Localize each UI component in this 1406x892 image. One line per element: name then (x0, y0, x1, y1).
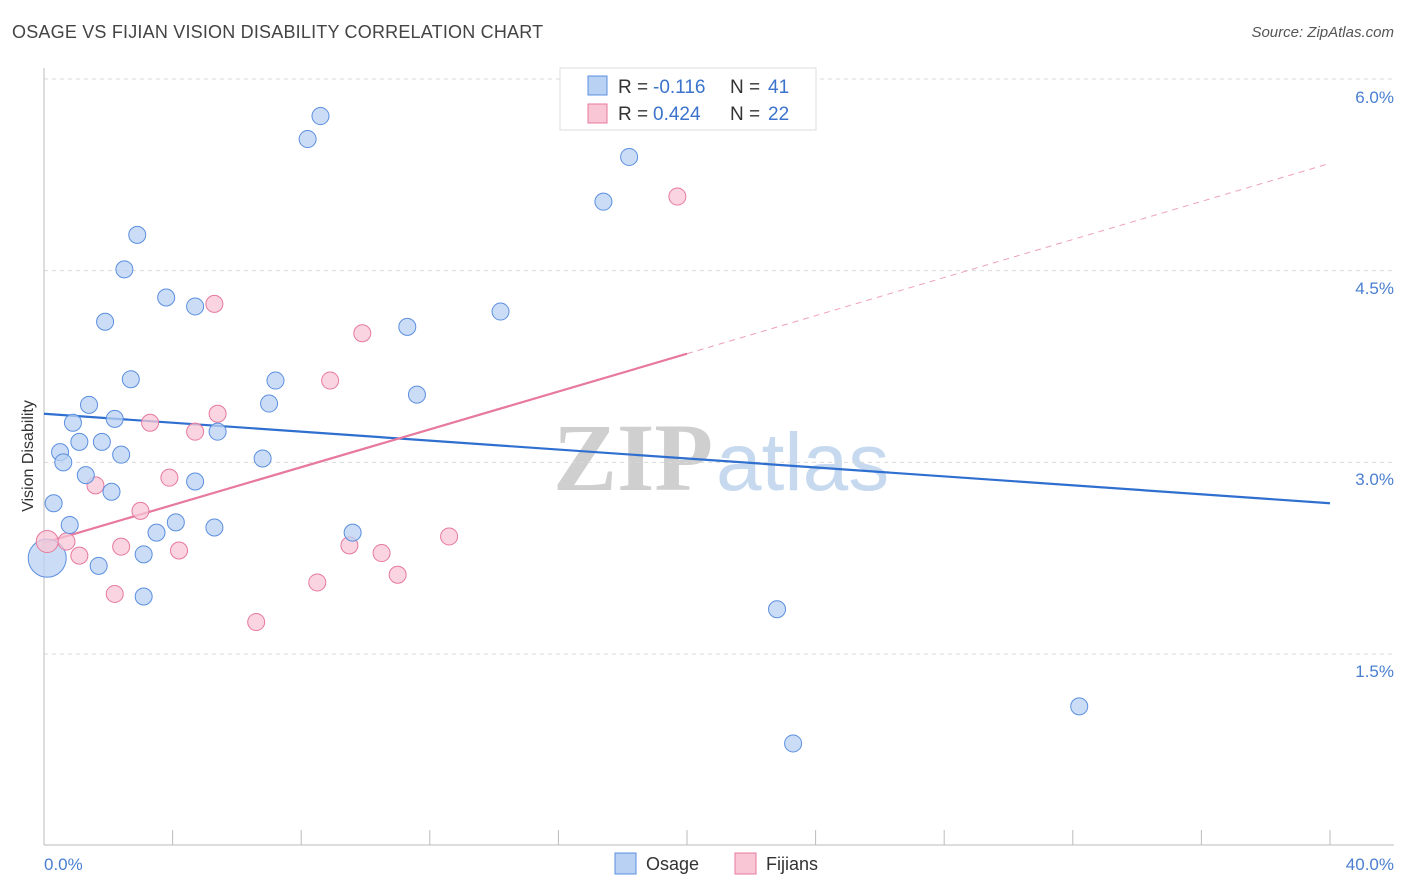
fijians-point (308, 573, 327, 592)
osage-n-value: 41 (768, 77, 789, 98)
fijians-point (353, 324, 372, 343)
fijians-point (105, 584, 124, 603)
osage-point (407, 385, 426, 404)
osage-point (620, 147, 639, 166)
osage-point (102, 482, 121, 501)
fijians-point (170, 541, 189, 560)
x-ticks (43, 830, 1331, 845)
osage-legend-swatch (587, 75, 608, 96)
stats-legend: R = -0.116 N = 41 R = 0.424 N = 22 (559, 67, 817, 131)
osage-point (166, 513, 185, 532)
osage-point (115, 260, 134, 279)
osage-point (343, 523, 362, 542)
osage-point (311, 107, 330, 126)
osage-series-swatch (614, 852, 637, 875)
osage-point (112, 445, 131, 464)
osage-point (260, 394, 279, 413)
fijians-trend-extension (686, 162, 1331, 355)
fijians-point (131, 501, 150, 520)
osage-point (96, 312, 115, 331)
osage-r-value: -0.116 (653, 77, 705, 98)
fijians-point (388, 565, 407, 584)
osage-point (54, 453, 73, 472)
fijians-point (160, 468, 179, 487)
fijians-point (205, 294, 224, 313)
fijians-point (70, 546, 89, 565)
fijians-point (57, 532, 76, 551)
y-tick-label-1.5: 1.5% (1355, 662, 1394, 681)
osage-point (491, 302, 510, 321)
source-label: Source: ZipAtlas.com (1251, 24, 1394, 41)
osage-point (186, 297, 205, 316)
osage-point (92, 432, 111, 451)
x-tick-label-max: 40.0% (1346, 855, 1394, 874)
osage-point (134, 545, 153, 564)
osage-point (70, 432, 89, 451)
fijians-point (321, 371, 340, 390)
osage-series-label: Osage (646, 854, 699, 874)
fijians-series-swatch (734, 852, 757, 875)
osage-point (76, 466, 95, 485)
y-tick-label-6.0: 6.0% (1355, 88, 1394, 107)
fijians-point (208, 404, 227, 423)
osage-point (253, 449, 272, 468)
osage-trend-line (43, 412, 1331, 505)
osage-point (594, 192, 613, 211)
fijians-r-value: 0.424 (653, 104, 701, 125)
osage-point (80, 395, 99, 414)
trend-lines (43, 162, 1331, 544)
fijians-point-large (35, 530, 59, 554)
fijians-point (247, 613, 266, 632)
fijians-point (112, 537, 131, 556)
data-points (27, 107, 1089, 753)
osage-n-label: N = (730, 77, 765, 98)
fijians-n-label: N = (730, 104, 765, 125)
osage-point (121, 370, 140, 389)
osage-point (1070, 697, 1089, 716)
osage-point (60, 515, 79, 534)
osage-point (44, 494, 63, 513)
fijians-r-label: R = (618, 104, 653, 125)
osage-point (128, 225, 147, 244)
osage-point (266, 371, 285, 390)
fijians-n-value: 22 (768, 104, 789, 125)
osage-r-label: R = (618, 77, 653, 98)
osage-point (63, 413, 82, 432)
osage-point (298, 130, 317, 149)
grid-lines (44, 78, 1394, 655)
series-legend: Osage Fijians (614, 852, 818, 875)
fijians-point (372, 544, 391, 563)
x-tick-label-min: 0.0% (44, 855, 83, 874)
osage-point (89, 556, 108, 575)
osage-point (205, 518, 224, 537)
osage-point (768, 600, 787, 619)
osage-point (186, 472, 205, 491)
osage-point (208, 422, 227, 441)
fijians-legend-swatch (587, 103, 608, 124)
osage-point (134, 587, 153, 606)
fijians-point (141, 413, 160, 432)
fijians-point (186, 422, 205, 441)
osage-point (147, 523, 166, 542)
y-tick-label-3.0: 3.0% (1355, 470, 1394, 489)
y-tick-label-4.5: 4.5% (1355, 279, 1394, 298)
osage-point (105, 409, 124, 428)
osage-point (157, 288, 176, 307)
chart-title: OSAGE VS FIJIAN VISION DISABILITY CORREL… (12, 22, 544, 42)
fijians-series-label: Fijians (766, 854, 818, 874)
osage-point (398, 317, 417, 336)
fijians-point (668, 187, 687, 206)
axes (43, 68, 1394, 846)
y-tick-labels: 1.5% 3.0% 4.5% 6.0% (1355, 88, 1394, 681)
osage-point (784, 734, 803, 753)
y-axis-title: Vision Disability (20, 400, 37, 512)
watermark-zip: ZIP (553, 404, 713, 511)
fijians-trend-line (43, 352, 688, 544)
fijians-point (440, 527, 459, 546)
